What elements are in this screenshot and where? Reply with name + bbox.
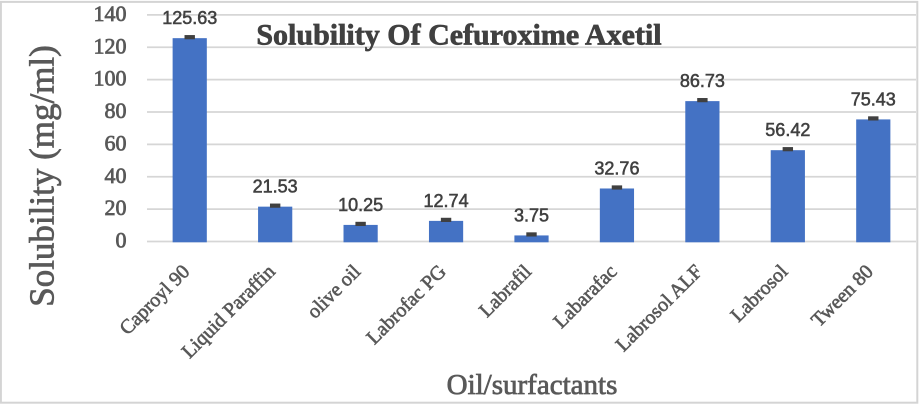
svg-text:80: 80 xyxy=(105,98,127,123)
svg-text:Oil/surfactants: Oil/surfactants xyxy=(447,369,618,401)
svg-text:12.74: 12.74 xyxy=(424,191,469,211)
svg-text:10.25: 10.25 xyxy=(338,195,383,215)
svg-text:140: 140 xyxy=(94,1,127,26)
svg-text:Solubility (mg/ml): Solubility (mg/ml) xyxy=(23,45,62,307)
svg-text:86.73: 86.73 xyxy=(680,71,725,91)
svg-text:Solubility Of Cefuroxime Axeti: Solubility Of Cefuroxime Axetil xyxy=(256,19,661,52)
svg-text:21.53: 21.53 xyxy=(253,177,298,197)
svg-text:56.42: 56.42 xyxy=(765,120,810,140)
svg-text:75.43: 75.43 xyxy=(851,89,896,109)
svg-text:100: 100 xyxy=(94,66,127,91)
svg-text:20: 20 xyxy=(105,195,127,220)
svg-text:60: 60 xyxy=(105,130,127,155)
svg-text:125.63: 125.63 xyxy=(162,8,217,28)
svg-text:120: 120 xyxy=(94,33,127,58)
svg-text:40: 40 xyxy=(105,163,127,188)
svg-text:3.75: 3.75 xyxy=(514,205,549,225)
svg-text:0: 0 xyxy=(116,228,127,253)
svg-text:32.76: 32.76 xyxy=(594,158,639,178)
